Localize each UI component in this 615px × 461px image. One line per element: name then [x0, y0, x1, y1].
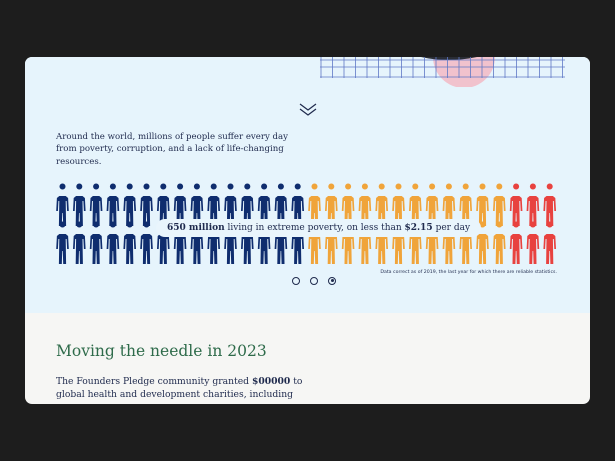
person-figure — [409, 183, 422, 226]
person-figure — [73, 183, 86, 226]
intro-text: Around the world, millions of people suf… — [56, 132, 289, 167]
person-figure — [89, 221, 103, 264]
section-body: The Founders Pledge community granted $0… — [56, 375, 316, 401]
person-figure — [241, 183, 254, 226]
person-figure — [358, 183, 372, 226]
person-figure — [207, 221, 220, 264]
content-card: Around the world, millions of people suf… — [25, 57, 590, 404]
person-figure — [375, 183, 388, 226]
person-figure — [493, 183, 506, 226]
person-figure — [392, 183, 405, 226]
stat-amount: 650 million — [167, 223, 225, 233]
person-figure — [476, 221, 489, 264]
carousel-dot-1[interactable] — [292, 276, 300, 285]
person-figure — [207, 183, 220, 226]
person-figure — [442, 221, 456, 264]
person-figure — [375, 221, 388, 264]
person-figure — [190, 183, 204, 226]
person-figure — [442, 183, 456, 226]
person-figure — [73, 221, 86, 264]
person-figure — [123, 221, 136, 264]
person-figure — [241, 221, 254, 264]
chevron-down-icon[interactable] — [299, 103, 317, 117]
person-figure — [106, 183, 120, 226]
stat-middle: living in extreme poverty, on less than — [224, 223, 405, 233]
person-figure — [459, 221, 472, 264]
person-figure — [224, 221, 237, 264]
person-figure — [190, 221, 204, 264]
person-figure — [543, 221, 556, 264]
body-prefix: The Founders Pledge community granted — [56, 376, 252, 387]
person-figure — [140, 183, 153, 226]
grid-decoration — [320, 57, 565, 87]
people-figures-chart — [56, 183, 556, 264]
person-figure — [358, 221, 372, 264]
person-figure — [291, 221, 304, 264]
person-figure — [325, 183, 338, 226]
stat-threshold: $2.15 — [404, 223, 433, 233]
person-figure — [123, 183, 136, 226]
carousel-dots — [292, 270, 341, 289]
carousel-dot-2[interactable] — [310, 276, 319, 285]
person-figure — [274, 221, 288, 264]
person-figure — [459, 183, 472, 226]
person-figure — [157, 183, 170, 226]
person-figure — [476, 183, 489, 226]
person-figure — [257, 221, 271, 264]
person-figure — [425, 183, 439, 226]
person-figure — [56, 221, 69, 264]
person-figure — [56, 183, 69, 226]
stat-suffix: per day — [432, 223, 471, 233]
person-figure — [526, 221, 540, 264]
person-figure — [325, 221, 338, 264]
person-figure — [89, 183, 103, 226]
person-figure — [509, 221, 523, 264]
person-figure — [257, 183, 271, 226]
person-figure — [224, 183, 237, 226]
person-figure — [341, 183, 355, 226]
body-suffix: to global health and development chariti… — [56, 376, 303, 400]
person-figure — [409, 221, 422, 264]
granted-amount: $00000 — [251, 376, 291, 387]
person-figure — [308, 183, 321, 226]
person-figure — [308, 221, 321, 264]
person-figure — [493, 221, 506, 264]
person-figure — [140, 221, 153, 264]
person-figure — [173, 183, 187, 226]
hero-section: Around the world, millions of people suf… — [25, 57, 590, 313]
carousel-dot-3[interactable] — [328, 276, 337, 285]
person-figure — [173, 221, 187, 264]
data-footnote: Data correct as of 2019, the last year f… — [380, 270, 557, 275]
person-figure — [509, 183, 523, 226]
person-figure — [291, 183, 304, 226]
stat-caption: 650 million living in extreme poverty, o… — [156, 219, 482, 237]
person-figure — [526, 183, 540, 226]
person-figure — [392, 221, 405, 264]
section-heading: Moving the needle in 2023 — [56, 342, 267, 360]
person-figure — [274, 183, 288, 226]
person-figure — [543, 183, 556, 226]
person-figure — [157, 221, 170, 264]
person-figure — [341, 221, 355, 264]
person-figure — [106, 221, 120, 264]
person-figure — [425, 221, 439, 264]
